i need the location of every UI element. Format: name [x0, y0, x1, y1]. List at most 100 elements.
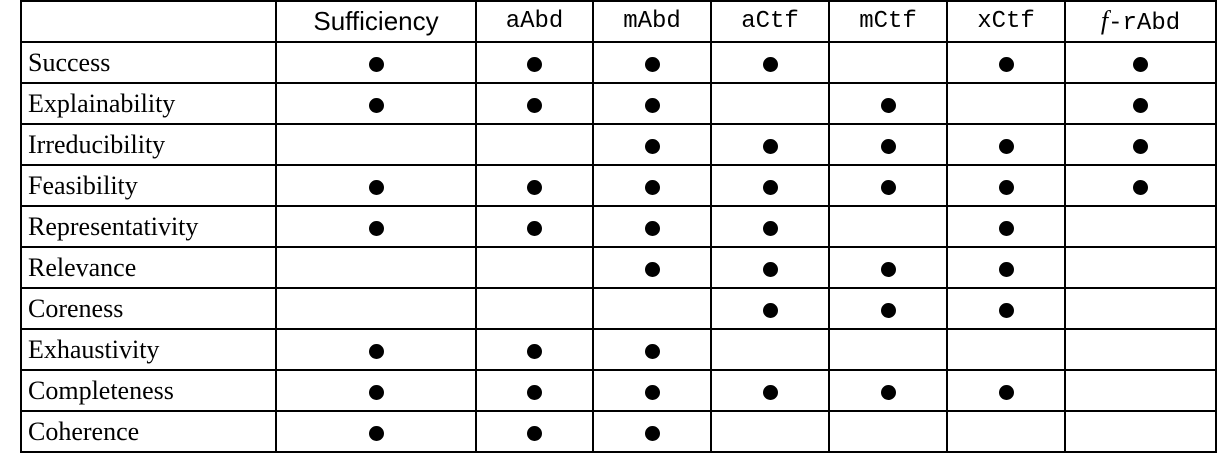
filled-circle-icon: [644, 426, 660, 442]
filled-circle-icon: [644, 180, 660, 196]
column-header-label: aCtf: [741, 8, 799, 35]
filled-circle-icon: [762, 180, 778, 196]
filled-circle-icon: [880, 180, 896, 196]
filled-circle-icon: [762, 303, 778, 319]
properties-table: Sufficiency aAbd mAbd aCtf mCtf xCtf f-rAbd Su…: [20, 0, 1217, 453]
table-cell: [710, 123, 830, 166]
table-cell: [1064, 41, 1217, 84]
table-cell: [1064, 328, 1217, 371]
filled-circle-icon: [644, 385, 660, 401]
column-header: Sufficiency: [275, 0, 477, 43]
filled-circle-icon: [998, 221, 1014, 237]
column-header-label: mCtf: [859, 8, 917, 35]
table-row: Irreducibility: [20, 123, 1217, 166]
table-row: Success: [20, 41, 1217, 84]
column-header-label: Sufficiency: [313, 6, 439, 36]
filled-circle-icon: [527, 57, 542, 73]
filled-circle-icon: [880, 303, 896, 319]
table-row: Explainability: [20, 82, 1217, 125]
filled-circle-icon: [762, 139, 778, 155]
table-cell: [946, 246, 1066, 289]
row-label: Representativity: [20, 205, 277, 248]
table-cell: [592, 287, 712, 330]
filled-circle-icon: [644, 57, 660, 73]
table-cell: [475, 82, 594, 125]
table-cell: [1064, 164, 1217, 207]
table-cell: [475, 287, 594, 330]
table-cell: [592, 164, 712, 207]
table-cell: [592, 82, 712, 125]
table-cell: [275, 205, 477, 248]
table-cell: [710, 410, 830, 453]
table-cell: [275, 328, 477, 371]
table-cell: [592, 123, 712, 166]
table-cell: [475, 41, 594, 84]
table-row: Relevance: [20, 246, 1217, 289]
filled-circle-icon: [644, 139, 660, 155]
column-header-label: xCtf: [977, 8, 1035, 35]
table-cell: [1064, 205, 1217, 248]
column-header: mAbd: [592, 0, 712, 43]
table-cell: [710, 164, 830, 207]
filled-circle-icon: [1133, 98, 1148, 114]
row-label: Feasibility: [20, 164, 277, 207]
table-cell: [828, 287, 948, 330]
filled-circle-icon: [527, 221, 542, 237]
column-header: aAbd: [475, 0, 594, 43]
table-cell: [710, 369, 830, 412]
table-row: Completeness: [20, 369, 1217, 412]
table-cell: [275, 82, 477, 125]
table-cell: [475, 205, 594, 248]
table-row: Coherence: [20, 410, 1217, 453]
filled-circle-icon: [368, 385, 384, 401]
filled-circle-icon: [998, 385, 1014, 401]
table-cell: [946, 205, 1066, 248]
column-header-label: aAbd: [505, 8, 564, 35]
filled-circle-icon: [998, 262, 1014, 278]
filled-circle-icon: [368, 221, 384, 237]
table-cell: [946, 410, 1066, 453]
table-cell: [828, 328, 948, 371]
filled-circle-icon: [998, 57, 1014, 73]
table-cell: [946, 328, 1066, 371]
filled-circle-icon: [880, 385, 896, 401]
filled-circle-icon: [644, 98, 660, 114]
table-cell: [475, 369, 594, 412]
filled-circle-icon: [527, 426, 542, 442]
table-cell: [475, 328, 594, 371]
table-row: Representativity: [20, 205, 1217, 248]
filled-circle-icon: [762, 221, 778, 237]
row-label: Coherence: [20, 410, 277, 453]
column-header: xCtf: [946, 0, 1066, 43]
filled-circle-icon: [527, 385, 542, 401]
table-cell: [710, 205, 830, 248]
filled-circle-icon: [368, 344, 384, 360]
table-cell: [275, 123, 477, 166]
table-cell: [828, 205, 948, 248]
filled-circle-icon: [998, 139, 1014, 155]
row-label: Explainability: [20, 82, 277, 125]
table-row: Exhaustivity: [20, 328, 1217, 371]
filled-circle-icon: [1133, 180, 1148, 196]
row-label: Relevance: [20, 246, 277, 289]
table-cell: [828, 123, 948, 166]
column-header-prefix: f: [1100, 6, 1109, 35]
filled-circle-icon: [644, 344, 660, 360]
table-cell: [1064, 82, 1217, 125]
filled-circle-icon: [880, 139, 896, 155]
filled-circle-icon: [762, 57, 778, 73]
table-cell: [275, 246, 477, 289]
column-header: mCtf: [828, 0, 948, 43]
table-cell: [946, 287, 1066, 330]
filled-circle-icon: [762, 262, 778, 278]
table-cell: [828, 164, 948, 207]
table-cell: [475, 410, 594, 453]
table-cell: [275, 164, 477, 207]
table-cell: [475, 123, 594, 166]
table-cell: [592, 246, 712, 289]
table-cell: [828, 246, 948, 289]
filled-circle-icon: [998, 303, 1014, 319]
filled-circle-icon: [368, 180, 384, 196]
table-row: Feasibility: [20, 164, 1217, 207]
table-cell: [710, 328, 830, 371]
